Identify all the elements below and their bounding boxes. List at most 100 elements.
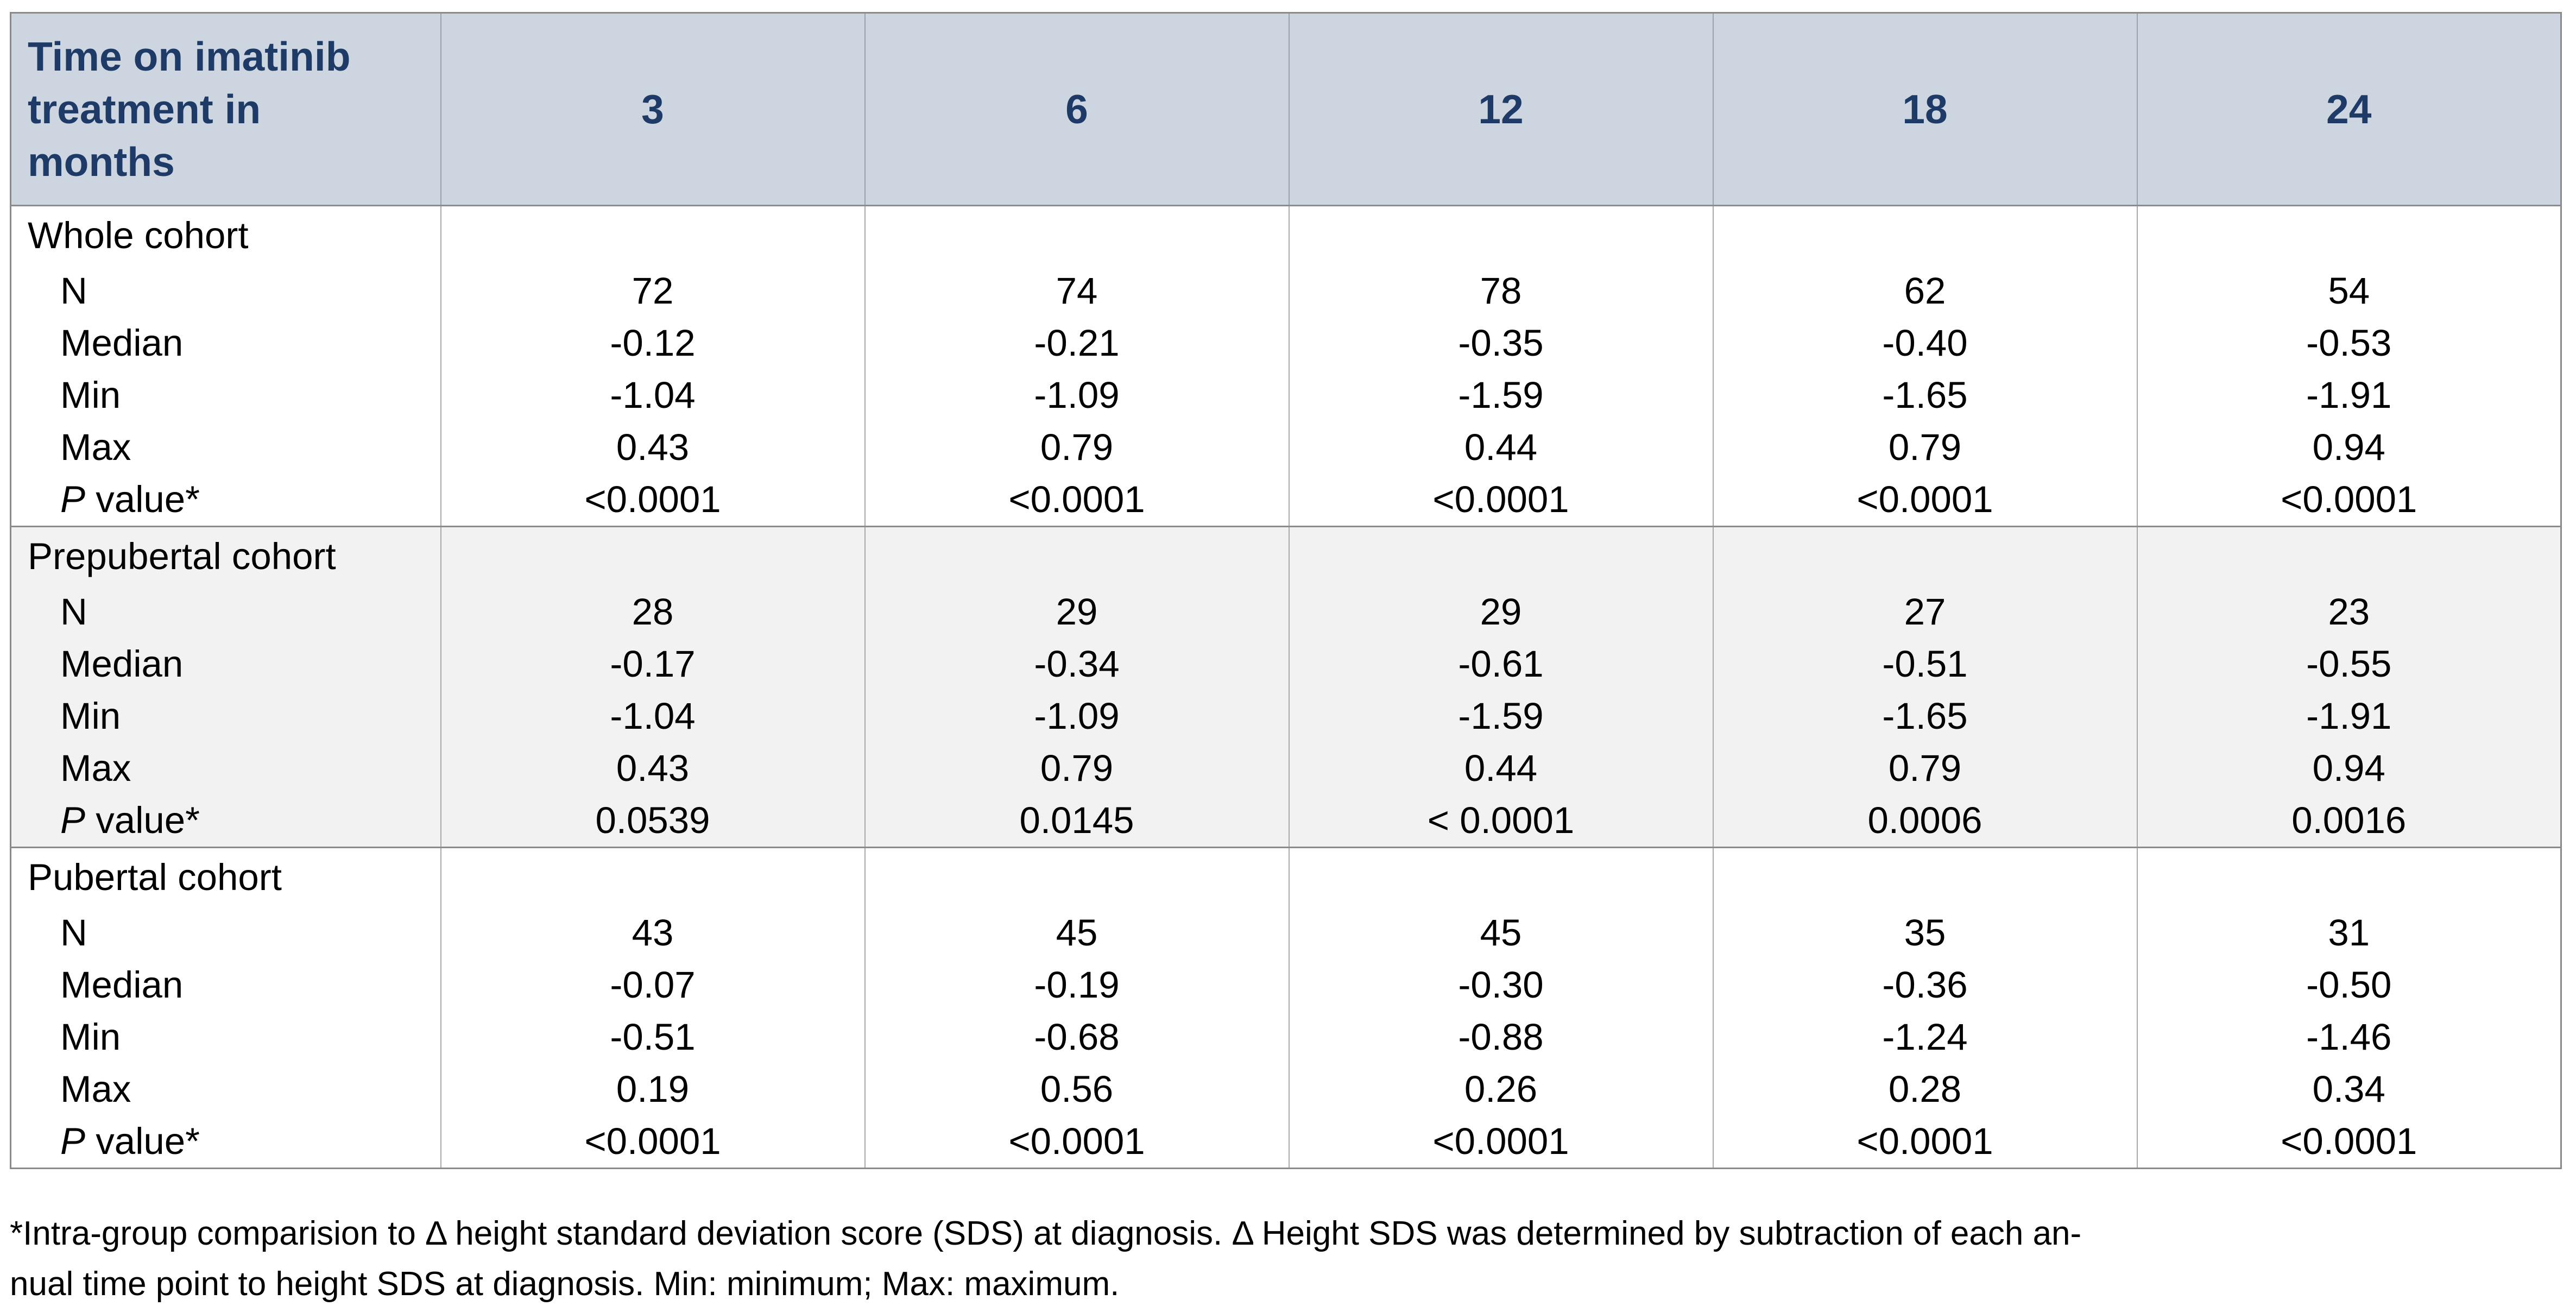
p-value-italic: P [60,1120,86,1162]
table-row: N 43 45 45 35 31 [10,907,2561,959]
value-cell: -0.34 [864,638,1290,690]
row-label: N [10,907,441,959]
value-cell: 0.19 [440,1063,866,1115]
value-cell: 31 [2137,907,2561,959]
header-row: Time on imatinib treatment in months 3 6… [10,12,2561,206]
value-cell: -1.91 [2137,369,2561,421]
footnote-line-1: *Intra-group comparision to Δ height sta… [10,1215,2082,1252]
row-label: Max [10,742,441,794]
value-cell: 35 [1713,907,2138,959]
value-cell: 0.0016 [2137,794,2561,848]
header-col-month-18: 18 [1713,12,2138,206]
section-label: Whole cohort [10,205,441,265]
value-cell: <0.0001 [1289,474,1714,527]
footnote-line-2: nual time point to height SDS at diagnos… [10,1265,1120,1303]
value-cell: -0.55 [2137,638,2561,690]
p-value-label-rest: value* [85,1120,200,1162]
value-cell: -0.68 [864,1011,1290,1063]
empty-cell [2137,847,2561,907]
row-label: Median [10,317,441,369]
table-row: Max 0.19 0.56 0.26 0.28 0.34 [10,1063,2561,1115]
row-label: Min [10,369,441,421]
row-label: P value* [10,1115,441,1169]
empty-cell [864,205,1290,265]
table-row: P value* 0.0539 0.0145 < 0.0001 0.0006 0.0016 [10,794,2561,848]
value-cell: 29 [1289,586,1714,638]
value-cell: 0.56 [864,1063,1290,1115]
cohort-table: Time on imatinib treatment in months 3 6… [10,12,2562,1169]
value-cell: <0.0001 [864,474,1290,527]
value-cell: -0.19 [864,959,1290,1011]
table-row: Min -1.04 -1.09 -1.59 -1.65 -1.91 [10,690,2561,742]
table-section-2: Pubertal cohort N 43 45 45 35 31 Median -0.07 -0.… [10,847,2561,1169]
row-label: Max [10,421,441,474]
empty-cell [2137,205,2561,265]
row-label: Max [10,1063,441,1115]
value-cell: 23 [2137,586,2561,638]
section-label: Pubertal cohort [10,847,441,907]
table-row: Prepubertal cohort [10,526,2561,586]
value-cell: 27 [1713,586,2138,638]
table-row: Max 0.43 0.79 0.44 0.79 0.94 [10,742,2561,794]
value-cell: -0.17 [440,638,866,690]
value-cell: -0.40 [1713,317,2138,369]
empty-cell [1713,205,2138,265]
value-cell: 0.34 [2137,1063,2561,1115]
value-cell: -0.53 [2137,317,2561,369]
p-value-label-rest: value* [85,799,200,841]
empty-cell [864,847,1290,907]
empty-cell [864,526,1290,586]
header-col-month-6: 6 [864,12,1290,206]
value-cell: 0.0145 [864,794,1290,848]
value-cell: 0.26 [1289,1063,1714,1115]
table-row: N 28 29 29 27 23 [10,586,2561,638]
table-section-1: Prepubertal cohort N 28 29 29 27 23 Median -0.17… [10,526,2561,848]
header-corner-label: Time on imatinib treatment in months [10,12,441,206]
table-row: P value* <0.0001 <0.0001 <0.0001 <0.0001 <0.0… [10,474,2561,527]
value-cell: 29 [864,586,1290,638]
header-col-month-3: 3 [440,12,866,206]
value-cell: -0.51 [440,1011,866,1063]
empty-cell [1713,847,2138,907]
value-cell: 0.94 [2137,742,2561,794]
row-label: Min [10,690,441,742]
table-row: Max 0.43 0.79 0.44 0.79 0.94 [10,421,2561,474]
table-row: Min -1.04 -1.09 -1.59 -1.65 -1.91 [10,369,2561,421]
row-label: Median [10,638,441,690]
table-row: Pubertal cohort [10,847,2561,907]
row-label: Min [10,1011,441,1063]
table-row: Min -0.51 -0.68 -0.88 -1.24 -1.46 [10,1011,2561,1063]
row-label: N [10,586,441,638]
empty-cell [440,847,866,907]
empty-cell [2137,526,2561,586]
table-row: N 72 74 78 62 54 [10,265,2561,317]
value-cell: -0.21 [864,317,1290,369]
value-cell: -0.36 [1713,959,2138,1011]
value-cell: 78 [1289,265,1714,317]
value-cell: -0.88 [1289,1011,1714,1063]
row-label: N [10,265,441,317]
value-cell: <0.0001 [440,1115,866,1169]
value-cell: <0.0001 [1713,1115,2138,1169]
row-label: P value* [10,794,441,848]
value-cell: 0.44 [1289,742,1714,794]
value-cell: 43 [440,907,866,959]
value-cell: <0.0001 [1713,474,2138,527]
value-cell: < 0.0001 [1289,794,1714,848]
empty-cell [1289,526,1714,586]
value-cell: 45 [1289,907,1714,959]
footnote: *Intra-group comparision to Δ height sta… [10,1208,2568,1306]
value-cell: 54 [2137,265,2561,317]
row-label: Median [10,959,441,1011]
value-cell: 0.79 [1713,742,2138,794]
value-cell: -0.35 [1289,317,1714,369]
table-header: Time on imatinib treatment in months 3 6… [10,12,2561,206]
value-cell: -1.65 [1713,690,2138,742]
p-value-italic: P [60,478,86,520]
value-cell: 0.0539 [440,794,866,848]
value-cell: -1.09 [864,690,1290,742]
value-cell: -1.65 [1713,369,2138,421]
value-cell: 28 [440,586,866,638]
empty-cell [1289,205,1714,265]
